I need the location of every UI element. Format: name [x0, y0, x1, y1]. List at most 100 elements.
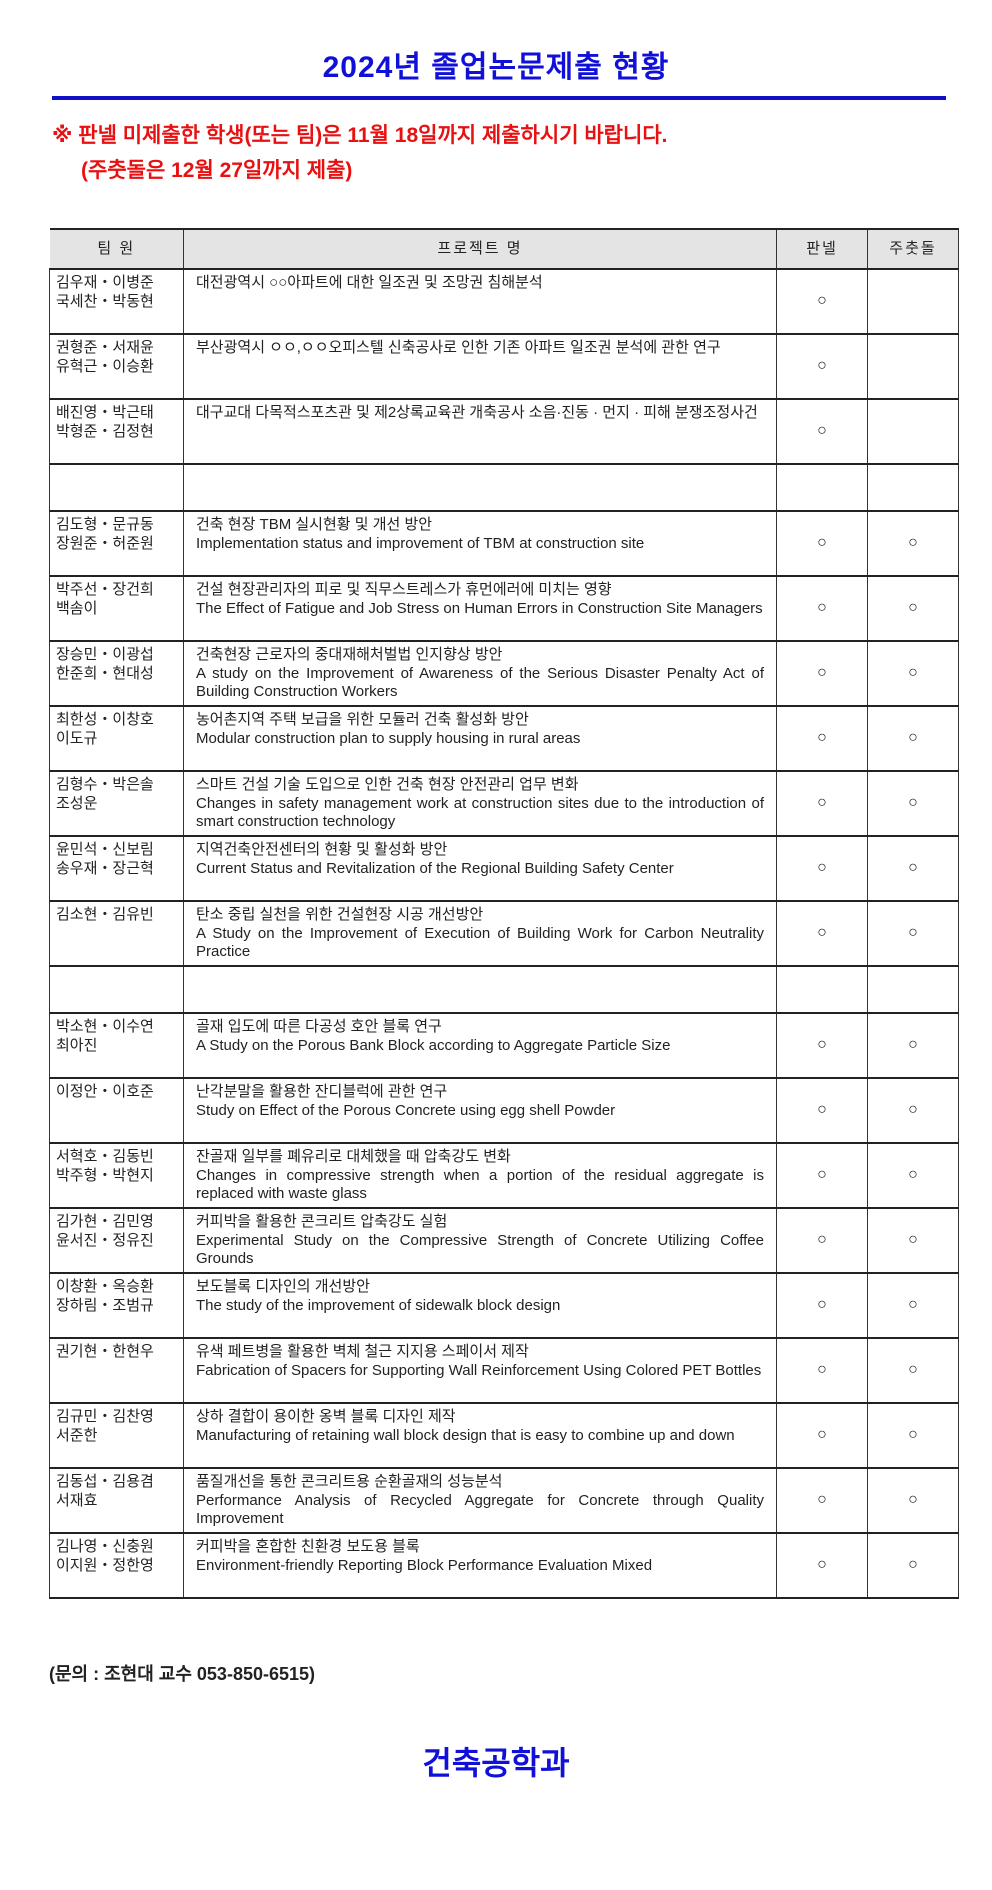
- team-members: 김도형・문규동 장원준・허준원: [49, 510, 184, 577]
- panel-status: ○: [776, 1207, 868, 1274]
- project-name: [183, 463, 777, 512]
- table-row: 권기현・한현우 유색 페트병을 활용한 벽체 철근 지지용 스페이서 제작 Fabr…: [49, 1337, 959, 1404]
- table-row: 김우재・이병준 국세찬・박동현 대전광역시 ○○아파트에 대한 일조권 및 조망권…: [49, 268, 959, 335]
- notice-line-2: (주춧돌은 12월 27일까지 제출): [81, 159, 353, 182]
- project-name: 대구교대 다목적스포츠관 및 제2상록교육관 개축공사 소음·진동 · 먼지 ·…: [183, 398, 777, 465]
- project-title-english: Experimental Study on the Compressive St…: [196, 1231, 764, 1268]
- table-row: 김동섭・김용겸 서재효 품질개선을 통한 콘크리트용 순환골재의 성능분석 Perf…: [49, 1467, 959, 1534]
- project-title-korean: 대구교대 다목적스포츠관 및 제2상록교육관 개축공사 소음·진동 · 먼지 ·…: [196, 404, 758, 421]
- panel-status: ○: [776, 1337, 868, 1404]
- cornerstone-status: ○: [867, 1467, 959, 1534]
- project-name: 부산광역시 ㅇㅇ,ㅇㅇ오피스텔 신축공사로 인한 기존 아파트 일조권 분석에 …: [183, 333, 777, 400]
- project-name: 품질개선을 통한 콘크리트용 순환골재의 성능분석 Performance Ana…: [183, 1467, 777, 1534]
- table-row: 김가현・김민영 윤서진・정유진 커피박을 활용한 콘크리트 압축강도 실험 Expe…: [49, 1207, 959, 1274]
- team-members: 배진영・박근태 박형준・김정현: [49, 398, 184, 465]
- project-title-english: Manufacturing of retaining wall block de…: [196, 1426, 735, 1444]
- title-divider: [52, 96, 946, 100]
- project-name: 대전광역시 ○○아파트에 대한 일조권 및 조망권 침해분석: [183, 268, 777, 335]
- panel-status: ○: [776, 835, 868, 902]
- project-title-english: Environment-friendly Reporting Block Per…: [196, 1556, 653, 1574]
- cornerstone-status: [867, 333, 959, 400]
- project-title-english: A Study on the Improvement of Execution …: [196, 924, 764, 961]
- table-row: 장승민・이광섭 한준희・현대성 건축현장 근로자의 중대재해처벌법 인지향상 방안…: [49, 640, 959, 707]
- project-title-english: Implementation status and improvement of…: [196, 534, 645, 552]
- table-row: 김소현・김유빈 탄소 중립 실천을 위한 건설현장 시공 개선방안 A Study …: [49, 900, 959, 967]
- cornerstone-status: [867, 463, 959, 512]
- project-title-english: A study on the Improvement of Awareness …: [196, 664, 764, 701]
- project-title-korean: 품질개선을 통한 콘크리트용 순환골재의 성능분석: [196, 1473, 503, 1490]
- header-cornerstone: 주춧돌: [867, 228, 959, 270]
- project-title-english: Modular construction plan to supply hous…: [196, 729, 581, 747]
- panel-status: ○: [776, 1402, 868, 1469]
- project-name: 유색 페트병을 활용한 벽체 철근 지지용 스페이서 제작 Fabrication…: [183, 1337, 777, 1404]
- page-title: 2024년 졸업논문제출 현황: [322, 51, 670, 84]
- project-title-korean: 커피박을 혼합한 친환경 보도용 블록: [196, 1538, 420, 1555]
- project-name: 상하 결합이 용이한 옹벽 블록 디자인 제작 Manufacturing of …: [183, 1402, 777, 1469]
- notice: ※ 판넬 미제출한 학생(또는 팀)은 11월 18일까지 제출하시기 바랍니다…: [52, 118, 667, 188]
- team-members: 김소현・김유빈: [49, 900, 184, 967]
- table-row: 김나영・신충원 이지원・정한영 커피박을 혼합한 친환경 보도용 블록 Enviro…: [49, 1532, 959, 1599]
- project-title-korean: 지역건축안전센터의 현황 및 활성화 방안: [196, 841, 448, 858]
- project-title-korean: 부산광역시 ㅇㅇ,ㅇㅇ오피스텔 신축공사로 인한 기존 아파트 일조권 분석에 …: [196, 339, 721, 356]
- project-title-english: Changes in safety management work at con…: [196, 794, 764, 831]
- panel-status: ○: [776, 398, 868, 465]
- cornerstone-status: ○: [867, 835, 959, 902]
- table-row: 김도형・문규동 장원준・허준원 건축 현장 TBM 실시현황 및 개선 방안 Imp…: [49, 510, 959, 577]
- cornerstone-status: ○: [867, 1077, 959, 1144]
- project-name: 커피박을 활용한 콘크리트 압축강도 실험 Experimental Study …: [183, 1207, 777, 1274]
- cornerstone-status: [867, 398, 959, 465]
- cornerstone-status: ○: [867, 1012, 959, 1079]
- table-row: 서혁호・김동빈 박주형・박현지 잔골재 일부를 폐유리로 대체했을 때 압축강도 …: [49, 1142, 959, 1209]
- project-name: 보도블록 디자인의 개선방안 The study of the improvem…: [183, 1272, 777, 1339]
- contact-info: (문의 : 조현대 교수 053-850-6515): [49, 1664, 316, 1684]
- project-title-korean: 건설 현장관리자의 피로 및 직무스트레스가 휴먼에러에 미치는 영향: [196, 581, 612, 598]
- project-title-korean: 잔골재 일부를 폐유리로 대체했을 때 압축강도 변화: [196, 1148, 511, 1165]
- cornerstone-status: ○: [867, 1532, 959, 1599]
- team-members: 권기현・한현우: [49, 1337, 184, 1404]
- project-name: 농어촌지역 주택 보급을 위한 모듈러 건축 활성화 방안 Modular con…: [183, 705, 777, 772]
- cornerstone-status: [867, 268, 959, 335]
- project-title-english: Current Status and Revitalization of the…: [196, 859, 674, 877]
- cornerstone-status: ○: [867, 1142, 959, 1209]
- team-members: 최한성・이창호 이도규: [49, 705, 184, 772]
- table-row: 박소현・이수연 최아진 골재 입도에 따른 다공성 호안 블록 연구 A Study…: [49, 1012, 959, 1079]
- project-title-english: Changes in compressive strength when a p…: [196, 1166, 764, 1203]
- project-name: 잔골재 일부를 폐유리로 대체했을 때 압축강도 변화 Changes in co…: [183, 1142, 777, 1209]
- cornerstone-status: ○: [867, 1402, 959, 1469]
- table-row: 최한성・이창호 이도규 농어촌지역 주택 보급을 위한 모듈러 건축 활성화 방안…: [49, 705, 959, 772]
- panel-status: ○: [776, 1142, 868, 1209]
- project-name: 스마트 건설 기술 도입으로 인한 건축 현장 안전관리 업무 변화 Change…: [183, 770, 777, 837]
- project-title-english: The study of the improvement of sidewalk…: [196, 1296, 561, 1314]
- header-panel: 판넬: [776, 228, 868, 270]
- panel-status: ○: [776, 333, 868, 400]
- project-title-korean: 건축 현장 TBM 실시현황 및 개선 방안: [196, 516, 433, 533]
- panel-status: ○: [776, 1467, 868, 1534]
- project-title-english: Study on Effect of the Porous Concrete u…: [196, 1101, 616, 1119]
- header-team: 팀 원: [49, 228, 184, 270]
- department-name: 건축공학과: [422, 1745, 570, 1781]
- team-members: 김형수・박은솔 조성운: [49, 770, 184, 837]
- cornerstone-status: ○: [867, 640, 959, 707]
- team-members: 박주선・장건희 백솜이: [49, 575, 184, 642]
- table-row: 김규민・김찬영 서준한 상하 결합이 용이한 옹벽 블록 디자인 제작 Manufa…: [49, 1402, 959, 1469]
- panel-status: ○: [776, 1077, 868, 1144]
- table-row: 김형수・박은솔 조성운 스마트 건설 기술 도입으로 인한 건축 현장 안전관리 …: [49, 770, 959, 837]
- panel-status: ○: [776, 510, 868, 577]
- project-title-korean: 골재 입도에 따른 다공성 호안 블록 연구: [196, 1018, 442, 1035]
- project-title-korean: 보도블록 디자인의 개선방안: [196, 1278, 370, 1295]
- cornerstone-status: ○: [867, 705, 959, 772]
- project-title-korean: 탄소 중립 실천을 위한 건설현장 시공 개선방안: [196, 906, 484, 923]
- blank-row: [49, 463, 959, 512]
- project-title-english: Performance Analysis of Recycled Aggrega…: [196, 1491, 764, 1528]
- team-members: 서혁호・김동빈 박주형・박현지: [49, 1142, 184, 1209]
- project-name: 커피박을 혼합한 친환경 보도용 블록 Environment-friendly …: [183, 1532, 777, 1599]
- panel-status: [776, 463, 868, 512]
- panel-status: ○: [776, 1012, 868, 1079]
- project-name: [183, 965, 777, 1014]
- project-title-korean: 농어촌지역 주택 보급을 위한 모듈러 건축 활성화 방안: [196, 711, 529, 728]
- table-row: 이창환・옥승환 장하림・조범규 보도블록 디자인의 개선방안 The study …: [49, 1272, 959, 1339]
- notice-line-1: ※ 판넬 미제출한 학생(또는 팀)은 11월 18일까지 제출하시기 바랍니다…: [52, 124, 668, 147]
- project-title-korean: 유색 페트병을 활용한 벽체 철근 지지용 스페이서 제작: [196, 1343, 529, 1360]
- project-title-korean: 상하 결합이 용이한 옹벽 블록 디자인 제작: [196, 1408, 456, 1425]
- panel-status: ○: [776, 1532, 868, 1599]
